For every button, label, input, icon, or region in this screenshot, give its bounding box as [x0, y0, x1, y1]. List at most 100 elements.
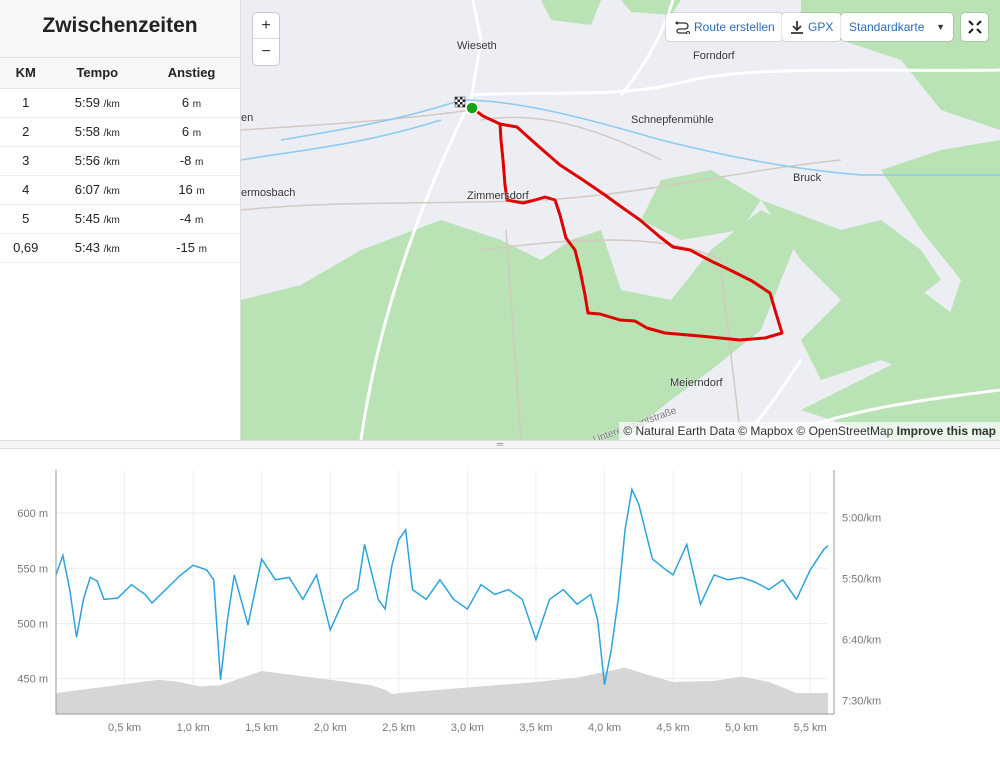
split-climb: 6 m	[143, 117, 240, 147]
climb-unit: m	[198, 244, 207, 255]
start-marker-icon	[465, 101, 479, 115]
split-km: 0,69	[0, 233, 52, 263]
climb-unit: m	[194, 157, 204, 168]
y-tick-label-right: 5:00/km	[842, 513, 881, 525]
climb-value: -8	[179, 153, 192, 168]
gpx-download-button[interactable]: GPX	[782, 13, 842, 41]
y-tick-label-left: 600 m	[17, 508, 48, 520]
y-tick-label-right: 6:40/km	[842, 635, 881, 647]
y-tick-label-right: 5:50/km	[842, 574, 881, 586]
elevation-pace-chart: 600 m 550 m 500 m 450 m 0,5 km 1,0 km 1,5 km 2,…	[0, 450, 1000, 758]
map[interactable]: Wieseth Forndorf Schnepfenmühle Zimmersd…	[241, 0, 1000, 440]
split-pace: 6:07 /km	[51, 175, 144, 205]
pace-unit: /km	[103, 215, 120, 226]
fullscreen-icon	[967, 20, 982, 34]
split-climb: 16 m	[143, 175, 240, 205]
split-row: 0,69 5:43 /km -15 m	[0, 233, 240, 263]
x-tick-label: 4,5 km	[657, 722, 690, 734]
split-km: 1	[0, 88, 52, 118]
x-tick-label: 5,5 km	[794, 722, 827, 734]
download-icon	[791, 21, 803, 34]
splits-panel: Zwischenzeiten KM Tempo Anstieg 1 5:59 /…	[0, 0, 241, 440]
map-style-value: Standardkarte	[849, 20, 925, 34]
place-meierndorf: Meierndorf	[670, 377, 723, 389]
x-tick-label: 4,0 km	[588, 722, 621, 734]
zoom-out-button[interactable]: −	[261, 43, 271, 60]
place-wieseth: Wieseth	[457, 40, 497, 52]
pace-unit: /km	[103, 244, 120, 255]
x-tick-label: 1,5 km	[245, 722, 278, 734]
header-pace: Tempo	[51, 58, 144, 89]
map-style-select[interactable]: Standardkarte ▼	[841, 13, 953, 41]
forest-areas	[241, 0, 1000, 440]
chevron-down-icon: ▼	[936, 22, 945, 32]
split-pace: 5:43 /km	[51, 233, 144, 263]
climb-value: -15	[176, 240, 195, 255]
split-row: 2 5:58 /km 6 m	[0, 117, 240, 147]
split-climb: -8 m	[143, 146, 240, 176]
split-pace: 5:59 /km	[51, 88, 144, 118]
pace-value: 6:07	[74, 182, 101, 197]
split-row: 3 5:56 /km -8 m	[0, 146, 240, 176]
climb-value: 6	[181, 124, 190, 139]
x-tick-label: 0,5 km	[108, 722, 141, 734]
climb-unit: m	[192, 99, 202, 110]
y-tick-label-left: 450 m	[17, 674, 48, 686]
x-tick-label: 2,5 km	[382, 722, 415, 734]
minor-roads	[241, 109, 842, 440]
map-canvas[interactable]	[241, 0, 1000, 440]
y-tick-label-right: 7:30/km	[842, 696, 881, 708]
improve-map-link[interactable]: Improve this map	[896, 424, 996, 438]
splits-title: Zwischenzeiten	[0, 0, 240, 58]
place-mosbach: ermosbach	[241, 187, 296, 199]
split-km: 4	[0, 175, 52, 205]
chart-svg: 600 m 550 m 500 m 450 m 0,5 km 1,0 km 1,5 km 2,…	[17, 470, 881, 734]
zoom-in-button[interactable]: +	[253, 13, 279, 39]
split-climb: -15 m	[143, 233, 240, 263]
resize-handle[interactable]: ═	[0, 440, 1000, 449]
route-create-button[interactable]: Route erstellen	[666, 13, 783, 41]
climb-value: -4	[179, 211, 192, 226]
split-pace: 5:45 /km	[51, 204, 144, 234]
x-tick-label: 3,0 km	[451, 722, 484, 734]
climb-unit: m	[196, 186, 205, 197]
place-bruck: Bruck	[793, 172, 822, 184]
pace-unit: /km	[103, 157, 120, 168]
pace-unit: /km	[103, 99, 120, 110]
gpx-label: GPX	[808, 20, 834, 34]
place-schnepfenmuehle: Schnepfenmühle	[631, 114, 714, 126]
place-zimmersdorf: Zimmersdorf	[467, 190, 529, 202]
climb-value: 16	[178, 182, 193, 197]
map-attribution: © Natural Earth Data © Mapbox © OpenStre…	[619, 422, 1000, 440]
pace-unit: /km	[103, 128, 120, 139]
split-row: 1 5:59 /km 6 m	[0, 88, 240, 118]
route-create-label: Route erstellen	[694, 20, 775, 34]
fullscreen-button[interactable]	[961, 13, 988, 41]
split-climb: -4 m	[143, 204, 240, 234]
x-tick-label: 1,0 km	[177, 722, 210, 734]
split-pace: 5:56 /km	[51, 146, 144, 176]
split-climb: 6 m	[143, 88, 240, 118]
route-line[interactable]	[471, 106, 784, 342]
finish-flag-icon	[454, 96, 466, 108]
climb-unit: m	[192, 128, 202, 139]
pace-value: 5:43	[74, 240, 101, 255]
x-tick-label: 5,0 km	[725, 722, 758, 734]
pace-value: 5:56	[74, 153, 101, 168]
place-forndorf: Forndorf	[693, 50, 735, 62]
split-row: 4 6:07 /km 16 m	[0, 175, 240, 205]
split-km: 2	[0, 117, 52, 147]
pace-value: 5:59	[74, 95, 101, 110]
zoom-control: + −	[253, 13, 279, 65]
split-pace: 5:58 /km	[51, 117, 144, 147]
attribution-text: © Natural Earth Data © Mapbox © OpenStre…	[623, 424, 894, 438]
pace-line	[55, 487, 829, 685]
pace-value: 5:58	[74, 124, 101, 139]
elevation-area	[56, 667, 828, 714]
pace-unit: /km	[103, 186, 120, 197]
header-km: KM	[0, 58, 52, 89]
climb-value: 6	[181, 95, 190, 110]
x-tick-label: 3,5 km	[519, 722, 552, 734]
pace-value: 5:45	[74, 211, 101, 226]
